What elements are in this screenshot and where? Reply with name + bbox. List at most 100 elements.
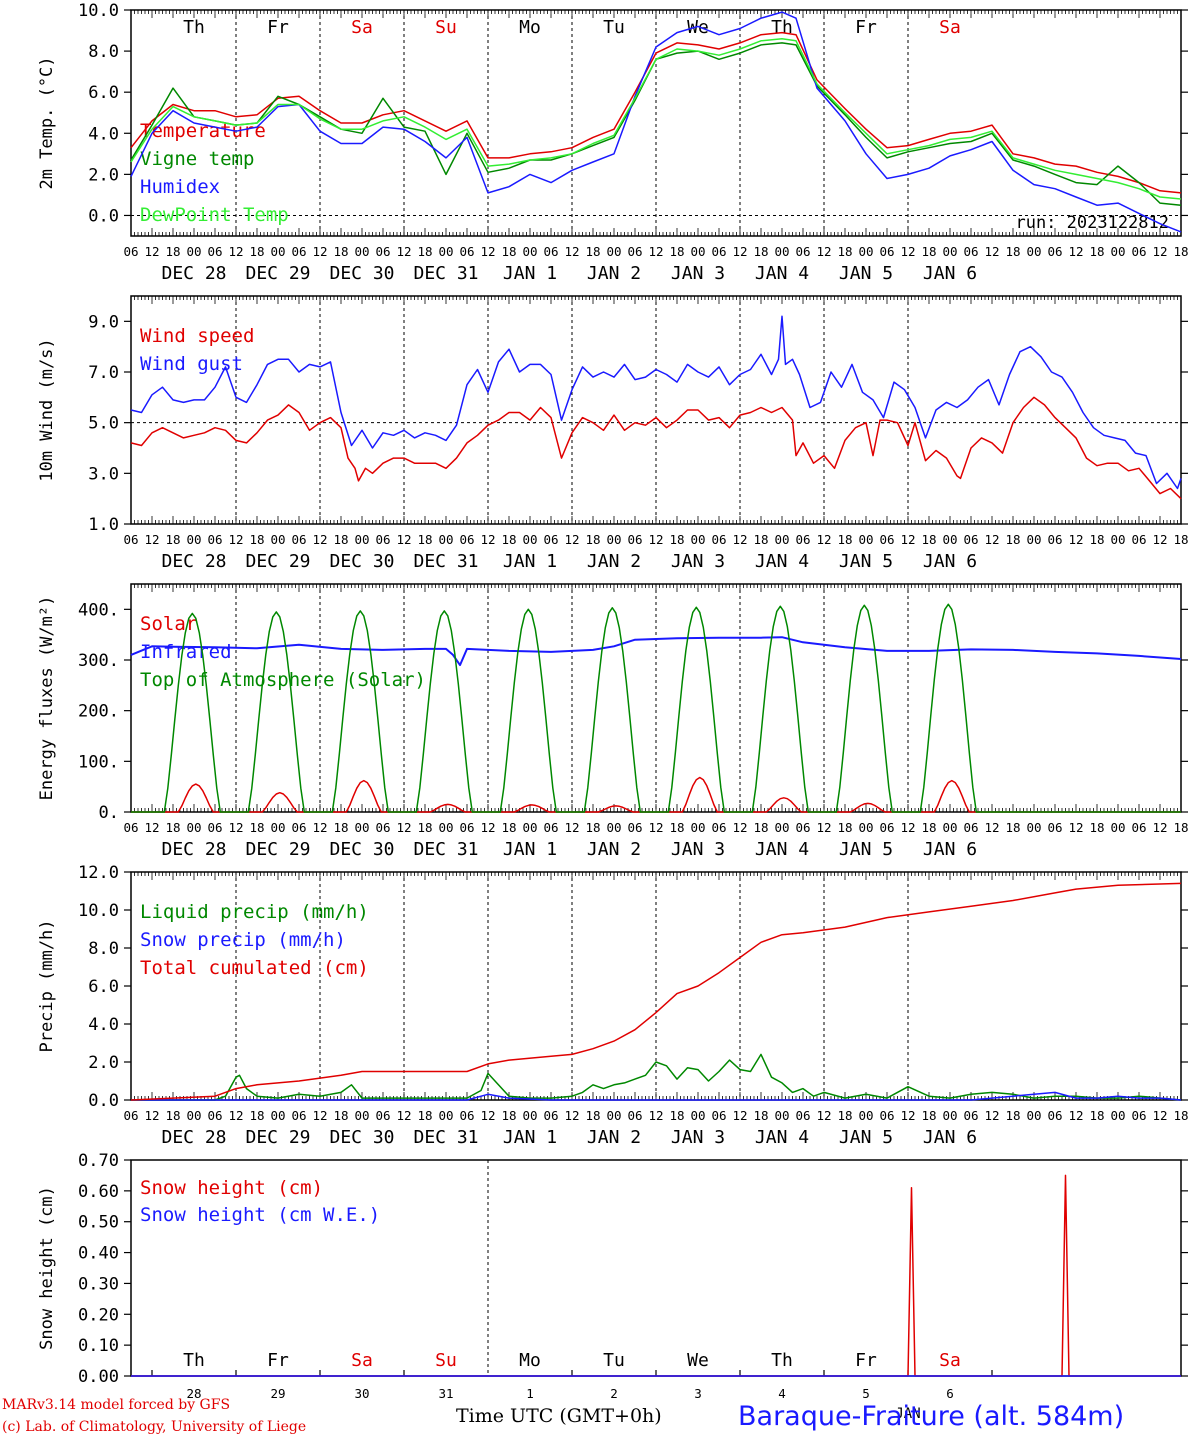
x-hour-label: 06 xyxy=(963,1108,978,1123)
x-hour-label: 12 xyxy=(1152,244,1167,259)
x-hour-label: 06 xyxy=(627,1108,642,1123)
x-hour-label: 12 xyxy=(480,1108,495,1123)
x-hour-label: 00 xyxy=(522,532,537,547)
x-hour-label: 00 xyxy=(690,820,705,835)
x-date-label: JAN 3 xyxy=(671,1127,725,1148)
legend-entry: Snow height (cm W.E.) xyxy=(140,1204,380,1226)
x-date-label: JAN 6 xyxy=(923,839,977,860)
chart-panel-5: 0.70 0.60 0.50 0.40 0.30 0.20 0.10 0.00 Snow hei… xyxy=(37,1151,1188,1422)
x-hour-label: 00 xyxy=(438,1108,453,1123)
weekday-label: We xyxy=(687,1350,709,1371)
lab-credit: (c) Lab. of Climatology, University of L… xyxy=(2,1419,307,1435)
x-hour-label: 06 xyxy=(1131,532,1146,547)
x-date-label: DEC 31 xyxy=(413,551,478,572)
x-hour-label: 12 xyxy=(1068,244,1083,259)
x-hour-label: 06 xyxy=(627,244,642,259)
x-hour-label: 18 xyxy=(669,532,684,547)
weekday-label: Sa xyxy=(939,17,961,38)
weekday-label: Fr xyxy=(267,17,289,38)
series-group: Snow height (cm) Snow height (cm W.E.) xyxy=(131,1174,1181,1377)
x-hour-label: 12 xyxy=(1152,1108,1167,1123)
x-hour-label: 06 xyxy=(123,1108,138,1123)
x-date-label: DEC 30 xyxy=(329,263,394,284)
x-hour-label: 18 xyxy=(249,1108,264,1123)
x-hour-label: 06 xyxy=(963,244,978,259)
x-hour-label: 06 xyxy=(711,820,726,835)
legend-entry: Infrared xyxy=(140,641,232,663)
x-hour-label: 18 xyxy=(1089,820,1104,835)
weekday-label: Tu xyxy=(603,1350,625,1371)
x-hour-label: 12 xyxy=(312,1108,327,1123)
x-hour-label: 18 xyxy=(669,1108,684,1123)
x-hour-label: 18 xyxy=(669,244,684,259)
x-date-label: JAN 6 xyxy=(923,551,977,572)
x-date-label: DEC 28 xyxy=(161,839,226,860)
x-date-label: JAN 5 xyxy=(839,839,893,860)
legend-entry: Snow precip (mm/h) xyxy=(140,929,346,951)
x-hour-label: 00 xyxy=(522,1108,537,1123)
y-tick-label: 0. xyxy=(99,803,119,823)
x-hour-label: 06 xyxy=(879,1108,894,1123)
y-tick-label: 7.0 xyxy=(88,363,119,383)
x-hour-label: 00 xyxy=(858,532,873,547)
x-hour-label: 18 xyxy=(501,820,516,835)
x-hour-label: 00 xyxy=(606,532,621,547)
x-hour-label: 00 xyxy=(186,820,201,835)
x-hour-label: 12 xyxy=(816,820,831,835)
day-separators xyxy=(235,10,909,236)
day-separators xyxy=(235,872,909,1100)
x-hour-label: 00 xyxy=(942,532,957,547)
y-tick-label: 10.0 xyxy=(78,1,119,21)
series-line-temperature xyxy=(130,31,1182,194)
x-hour-label: 12 xyxy=(396,532,411,547)
series-line-humidex xyxy=(130,11,1182,233)
x-hour-label: 12 xyxy=(480,244,495,259)
x-date-label: JAN 3 xyxy=(671,839,725,860)
y-tick-label: 0.40 xyxy=(78,1244,119,1264)
x-hour-label: 06 xyxy=(879,244,894,259)
y-tick-label: 200. xyxy=(78,702,119,722)
x-axis-title: Time UTC (GMT+0h) xyxy=(456,1405,662,1427)
x-hour-label: 18 xyxy=(501,532,516,547)
x-hour-label: 12 xyxy=(480,820,495,835)
weekday-label: Sa xyxy=(351,17,373,38)
x-hour-label: 06 xyxy=(291,820,306,835)
x-hour-label: 00 xyxy=(270,244,285,259)
x-date-label: JAN 1 xyxy=(503,1127,557,1148)
x-hour-label: 06 xyxy=(711,244,726,259)
x-hour-label: 12 xyxy=(228,244,243,259)
x-hour-label: 00 xyxy=(774,244,789,259)
x-hour-label: 18 xyxy=(585,244,600,259)
x-hour-label: 06 xyxy=(711,1108,726,1123)
y-tick-label: 6.0 xyxy=(88,977,119,997)
y-tick-label: 2.0 xyxy=(88,165,119,185)
x-hour-label: 06 xyxy=(795,1108,810,1123)
x-hour-label: 18 xyxy=(837,820,852,835)
x-hour-label: 06 xyxy=(627,820,642,835)
x-hour-label: 00 xyxy=(690,532,705,547)
x-hour-label: 18 xyxy=(417,244,432,259)
x-hour-label: 12 xyxy=(1152,820,1167,835)
y-tick-label: 6.0 xyxy=(88,83,119,103)
x-date-label: JAN 1 xyxy=(503,263,557,284)
x-hour-label: 00 xyxy=(858,1108,873,1123)
series-line-snow-precip-mm-h xyxy=(131,1091,1182,1101)
x-hour-label: 18 xyxy=(249,820,264,835)
x-hour-label: 18 xyxy=(1005,1108,1020,1123)
x-date-label: DEC 29 xyxy=(245,1127,310,1148)
x-hour-label: 12 xyxy=(984,1108,999,1123)
x-hour-label: 18 xyxy=(585,820,600,835)
x-hour-label: 00 xyxy=(354,1108,369,1123)
x-hour-label: 06 xyxy=(375,532,390,547)
x-hour-label: 12 xyxy=(1068,1108,1083,1123)
x-hour-label: 12 xyxy=(228,820,243,835)
series-group: Solar Infrared Top of Atmosphere (Solar) xyxy=(130,603,1182,813)
x-hour-label: 06 xyxy=(375,1108,390,1123)
x-hour-label: 12 xyxy=(900,820,915,835)
y-tick-label: 0.60 xyxy=(78,1182,119,1202)
x-hour-label: 06 xyxy=(207,820,222,835)
x-hour-label: 00 xyxy=(438,820,453,835)
x-hour-label: 12 xyxy=(312,532,327,547)
x-hour-label: 00 xyxy=(1110,244,1125,259)
x-hour-label: 00 xyxy=(354,244,369,259)
